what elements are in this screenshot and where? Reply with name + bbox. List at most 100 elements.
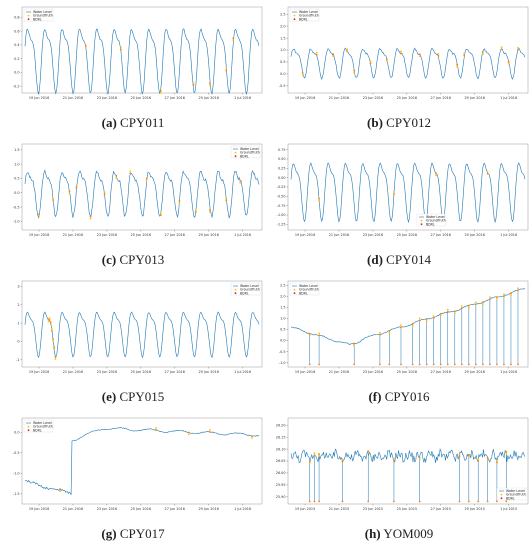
legend-label: BDRL [240, 291, 249, 295]
water-level-series [290, 448, 526, 463]
bdrl-point [159, 214, 162, 217]
y-tick-label: -0.2 [13, 84, 20, 88]
bdrl-point [313, 454, 316, 456]
y-tick-label: -0.5 [13, 451, 20, 455]
x-tick-label: 29 Jun 2016 [198, 96, 218, 100]
groundtruth-point [129, 170, 132, 173]
groundtruth-point [89, 217, 92, 220]
bdrl-point [75, 186, 78, 189]
x-tick-label: 29 Jun 2016 [464, 233, 484, 237]
bdrl-point [48, 319, 51, 322]
groundtruth-point [301, 74, 304, 76]
caption-label: (f) [368, 389, 382, 404]
y-tick-label: -1 [16, 358, 19, 362]
bdrl-point [393, 192, 395, 195]
groundtruth-point [159, 91, 162, 94]
bdrl-point [458, 455, 461, 458]
y-tick-label: 0.0 [280, 72, 285, 76]
legend-label: GroundTruth [240, 288, 260, 292]
bdrl-point [129, 172, 132, 175]
y-tick-label: 0.5 [280, 60, 285, 64]
chart-svg: 3 2 1 0 -1 19 Jun 2016 21 Jun 2016 23 Jun 2016 2… [16, 280, 263, 374]
bdrl-point [489, 298, 491, 301]
legend-swatch-dot [234, 288, 237, 291]
legend-label: GroundTruth [240, 151, 260, 155]
caption-station-name: CPY014 [382, 252, 431, 267]
bdrl-point [481, 301, 484, 304]
y-tick-label: 26.10 [276, 447, 286, 451]
groundtruth-point [145, 179, 148, 182]
groundtruth-point [486, 459, 489, 461]
bdrl-point [120, 48, 122, 51]
groundtruth-point [418, 55, 421, 57]
caption-station-name: CPY016 [381, 389, 430, 404]
bdrl-point [239, 179, 242, 182]
y-tick-label: 0.2 [14, 57, 19, 61]
bdrl-point [496, 500, 498, 503]
legend-label: Water Level [240, 147, 259, 151]
plot-frame [287, 280, 529, 368]
y-tick-label: 1.5 [280, 36, 285, 40]
x-tick-label: 19 Jun 2016 [295, 370, 315, 374]
legend-label: BDRL [240, 154, 249, 158]
groundtruth-point [103, 191, 106, 193]
x-tick-label: 21 Jun 2016 [63, 233, 83, 237]
groundtruth-point [418, 317, 421, 320]
x-tick-label: 25 Jun 2016 [131, 233, 151, 237]
y-tick-label: 2 [17, 303, 19, 307]
bdrl-point [463, 54, 466, 57]
groundtruth-point [453, 312, 456, 315]
y-tick-label: 26.05 [276, 459, 286, 463]
groundtruth-point [51, 328, 53, 330]
bdrl-point [460, 363, 463, 366]
x-tick-label: 27 Jun 2016 [431, 96, 451, 100]
groundtruth-point [318, 455, 320, 457]
y-tick-label: 2.5 [280, 284, 285, 288]
x-tick-label: 27 Jun 2016 [431, 370, 451, 374]
bdrl-point [386, 58, 388, 61]
subfigure-caption: (f) CPY016 [266, 389, 532, 405]
groundtruth-point [446, 308, 449, 311]
x-tick-label: 23 Jun 2016 [97, 370, 117, 374]
y-tick-label: 0.8 [14, 16, 19, 20]
bdrl-point [435, 172, 437, 175]
x-tick-label: 23 Jun 2015 [363, 507, 383, 511]
caption-label: (h) [364, 526, 381, 541]
y-tick-label: -1.00 [277, 213, 286, 217]
bdrl-point [301, 72, 304, 74]
x-tick-label: 23 Jun 2016 [363, 96, 383, 100]
y-tick-label: 1 [17, 321, 19, 325]
caption-label: (e) [101, 389, 117, 404]
chart-svg: 2.5 2.0 1.5 1.0 0.5 0.0 -0.5 19 Jun 2016 21 Jun … [279, 6, 529, 100]
x-tick-label: 23 Jun 2016 [97, 96, 117, 100]
groundtruth-point [225, 67, 228, 70]
caption-station-name: CPY017 [116, 526, 165, 541]
groundtruth-point [318, 199, 320, 202]
groundtruth-point [232, 39, 235, 42]
y-tick-label: -0.5 [279, 350, 286, 354]
y-tick-label: -0.25 [277, 185, 286, 189]
plot-frame [21, 280, 263, 368]
bdrl-point [510, 292, 512, 294]
bdrl-point [460, 307, 463, 309]
bdrl-point [194, 210, 197, 213]
chart-panel-cpy017: 0.0 -0.5 -1.0 -1.5 19 Jun 2016 21 Jun 2016 23 … [0, 411, 266, 548]
groundtruth-point [400, 324, 402, 327]
y-tick-label: 25.95 [276, 483, 286, 487]
legend-label: GroundTruth [33, 425, 53, 429]
legend-label: GroundTruth [33, 14, 53, 18]
x-tick-label: 19 Jun 2015 [295, 507, 315, 511]
chart-svg: 1.5 1.0 0.5 0.0 -0.5 -1.0 19 Jun 2016 21 Jun 20… [13, 143, 263, 237]
bdrl-point [418, 500, 421, 503]
legend-label: GroundTruth [299, 14, 319, 18]
groundtruth-point [467, 455, 470, 458]
bdrl-point [308, 363, 311, 366]
y-tick-label: 0.5 [14, 177, 19, 181]
y-tick-label: 26.00 [276, 471, 286, 475]
chart-svg: 2.5 2.0 1.5 1.0 0.5 0.0 -0.5 -1.0 19 Jun 2016 21 … [279, 280, 529, 374]
x-tick-label: 1 Jul 2015 [500, 507, 517, 511]
bdrl-point [308, 332, 311, 335]
groundtruth-point [477, 458, 480, 461]
legend-label: Water Level [33, 421, 52, 425]
